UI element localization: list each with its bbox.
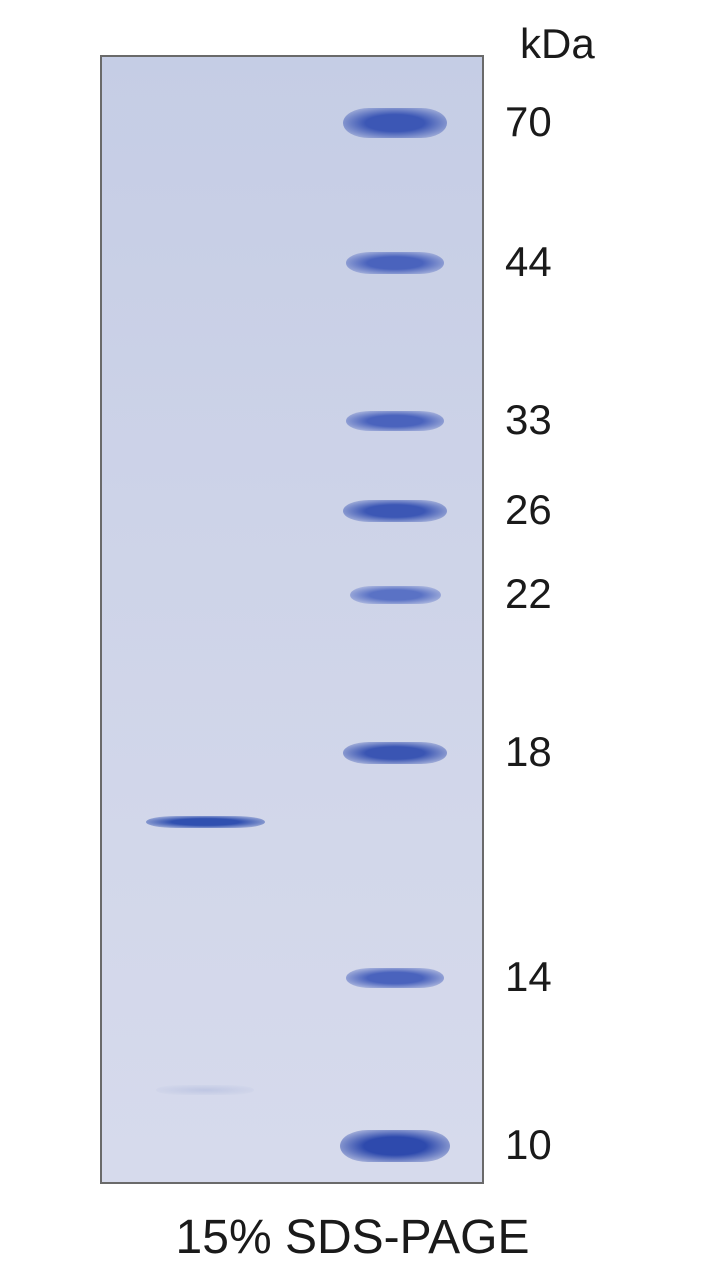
ladder-band [346, 411, 444, 431]
mw-label: 70 [505, 98, 552, 146]
ladder-band [340, 1130, 451, 1162]
gel-figure: kDa 15% SDS-PAGE 70 44 33 26 22 18 14 10 [0, 0, 705, 1280]
ladder-band [346, 252, 444, 274]
unit-label: kDa [520, 20, 595, 68]
mw-label: 10 [505, 1121, 552, 1169]
ladder-band [343, 108, 447, 138]
mw-label: 18 [505, 728, 552, 776]
ladder-band [343, 500, 447, 522]
mw-label: 14 [505, 953, 552, 1001]
sample-lane [135, 55, 275, 1180]
ladder-band [343, 742, 447, 764]
mw-label: 26 [505, 486, 552, 534]
mw-label: 44 [505, 238, 552, 286]
sample-faint-band [156, 1085, 254, 1095]
mw-label: 33 [505, 396, 552, 444]
gel-caption: 15% SDS-PAGE [0, 1210, 705, 1265]
ladder-lane [330, 55, 460, 1180]
sample-band [146, 816, 265, 828]
ladder-band [350, 586, 441, 604]
mw-label: 22 [505, 570, 552, 618]
ladder-band [346, 968, 444, 988]
